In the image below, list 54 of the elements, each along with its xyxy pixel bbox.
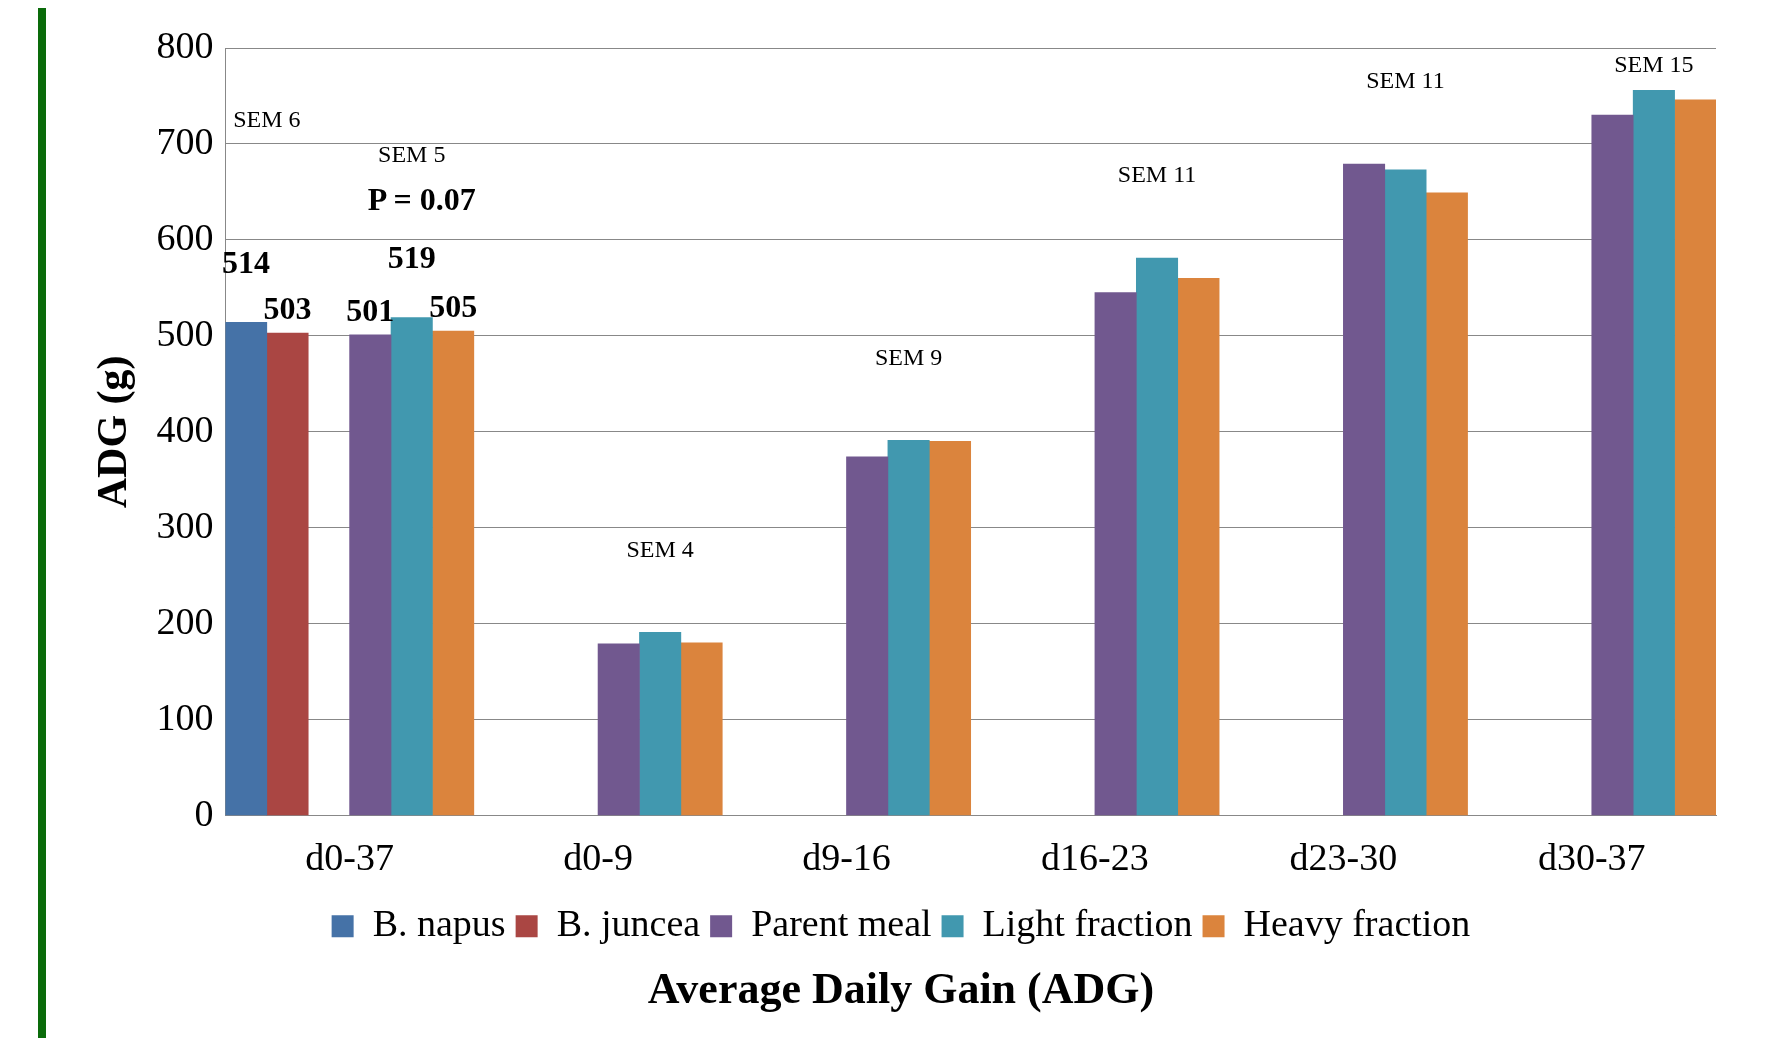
bar: [1094, 292, 1137, 816]
legend-label: Heavy fraction: [1243, 902, 1471, 945]
annotation: SEM 9: [874, 343, 943, 370]
y-tick-label: 600: [156, 215, 214, 258]
x-tick-label: d0-37: [305, 836, 394, 879]
y-tick-label: 800: [156, 23, 214, 66]
bar: [597, 643, 640, 816]
y-tick-label: 0: [194, 791, 214, 834]
x-tick-label: d0-9: [563, 836, 633, 879]
y-tick-label: 100: [156, 695, 214, 738]
annotation: SEM 4: [626, 535, 694, 562]
data-label: 501: [346, 292, 395, 329]
data-label: 505: [429, 288, 478, 325]
legend-label: Parent meal: [751, 902, 932, 945]
y-tick-label: 700: [156, 119, 214, 162]
data-label: 514: [222, 243, 271, 280]
annotation: SEM 11: [1117, 161, 1197, 188]
bar: [225, 322, 268, 816]
y-tick-label: 400: [156, 407, 214, 450]
annotation: SEM 15: [1614, 51, 1694, 78]
bar: [1425, 192, 1468, 816]
bar: [432, 330, 475, 816]
x-tick-label: d23-30: [1289, 836, 1398, 879]
data-label: 519: [387, 238, 436, 275]
text: Average Daily Gain (ADG): [647, 963, 1155, 1013]
bar: [639, 632, 682, 816]
bar: [1384, 169, 1427, 816]
data-label: 503: [263, 290, 312, 327]
annotation: SEM 6: [233, 105, 301, 132]
annotation: SEM 5: [378, 140, 446, 167]
bar: [1674, 99, 1716, 816]
legend-label: B. napus: [372, 902, 506, 945]
legend-label: B. juncea: [556, 902, 701, 945]
bar: [349, 334, 392, 816]
x-tick-label: d9-16: [802, 836, 891, 879]
bar: [1177, 277, 1220, 816]
bar: [1135, 257, 1179, 816]
bar: [1343, 163, 1386, 816]
legend-label: Light fraction: [982, 902, 1193, 945]
x-tick-label: d30-37: [1537, 836, 1646, 879]
bar: [1632, 89, 1675, 816]
bar: [887, 440, 930, 816]
bar: [680, 642, 723, 816]
bar: [846, 456, 889, 816]
bar: [1591, 114, 1634, 816]
y-tick-label: 500: [156, 311, 214, 354]
y-tick-label: 200: [156, 599, 214, 642]
bar: [928, 441, 972, 816]
annotation: P = 0.07: [367, 180, 476, 217]
annotation: SEM 11: [1366, 67, 1445, 94]
bar: [266, 332, 309, 816]
y-axis-title: ADG (g): [89, 355, 137, 509]
x-tick-label: d16-23: [1041, 836, 1149, 879]
y-tick-label: 300: [156, 503, 214, 546]
